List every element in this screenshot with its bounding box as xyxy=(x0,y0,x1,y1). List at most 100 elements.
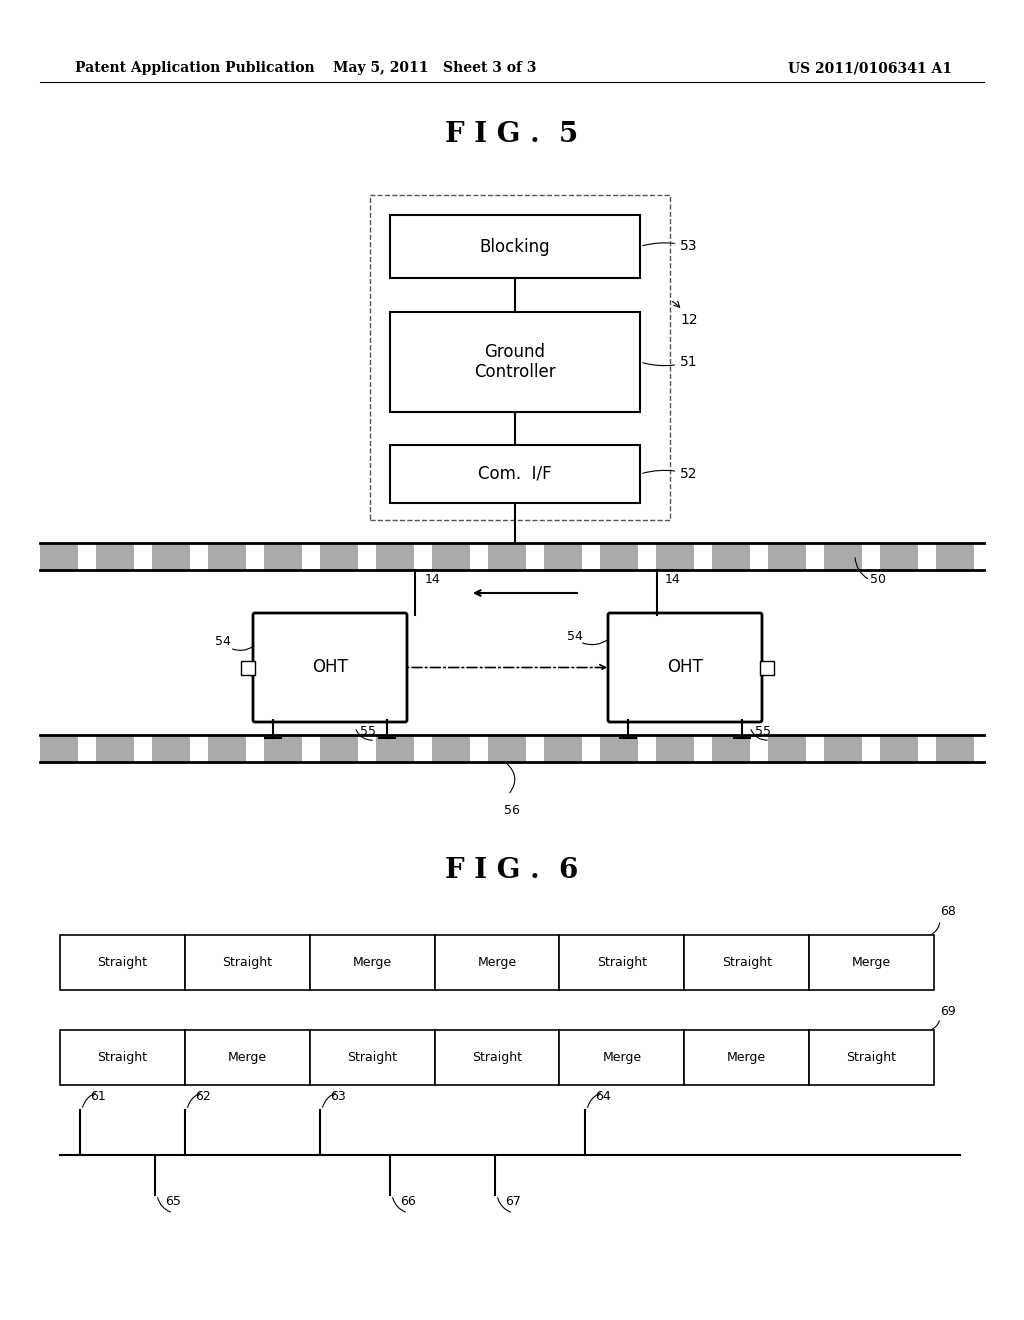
Text: 54: 54 xyxy=(215,635,230,648)
Text: 62: 62 xyxy=(195,1090,211,1104)
Text: 51: 51 xyxy=(643,355,697,370)
Text: Merge: Merge xyxy=(602,1051,641,1064)
FancyBboxPatch shape xyxy=(253,612,407,722)
Text: OHT: OHT xyxy=(312,659,348,676)
Bar xyxy=(185,935,309,990)
Text: Merge: Merge xyxy=(477,956,516,969)
Text: 68: 68 xyxy=(940,906,955,917)
Bar xyxy=(432,543,470,570)
Bar xyxy=(488,543,526,570)
Text: 52: 52 xyxy=(643,467,697,480)
Bar xyxy=(241,660,255,675)
Bar xyxy=(390,312,640,412)
Bar xyxy=(376,735,414,762)
Bar xyxy=(684,1030,809,1085)
Bar xyxy=(370,195,670,520)
Bar xyxy=(936,543,974,570)
Text: 65: 65 xyxy=(165,1195,181,1208)
Bar xyxy=(600,735,638,762)
Bar xyxy=(656,543,694,570)
Bar xyxy=(824,543,862,570)
Bar xyxy=(309,935,434,990)
Text: Merge: Merge xyxy=(852,956,891,969)
Text: 64: 64 xyxy=(595,1090,610,1104)
Text: 67: 67 xyxy=(505,1195,521,1208)
Bar xyxy=(488,735,526,762)
Text: 55: 55 xyxy=(360,725,376,738)
Text: 63: 63 xyxy=(330,1090,346,1104)
Text: 61: 61 xyxy=(90,1090,105,1104)
Bar xyxy=(600,543,638,570)
Bar xyxy=(60,935,185,990)
Bar xyxy=(152,543,190,570)
Bar xyxy=(768,735,806,762)
Text: Com.  I/F: Com. I/F xyxy=(478,465,552,483)
Bar xyxy=(809,935,934,990)
Text: May 5, 2011   Sheet 3 of 3: May 5, 2011 Sheet 3 of 3 xyxy=(333,61,537,75)
Text: 69: 69 xyxy=(940,1005,955,1018)
Bar xyxy=(376,543,414,570)
Text: Patent Application Publication: Patent Application Publication xyxy=(75,61,314,75)
Bar xyxy=(824,735,862,762)
Text: 14: 14 xyxy=(425,573,440,586)
Bar xyxy=(768,543,806,570)
Bar xyxy=(809,1030,934,1085)
Bar xyxy=(96,735,134,762)
Text: 50: 50 xyxy=(870,573,886,586)
Bar xyxy=(936,735,974,762)
Bar xyxy=(152,735,190,762)
Text: 54: 54 xyxy=(567,630,583,643)
Text: F I G .  6: F I G . 6 xyxy=(445,857,579,883)
Bar xyxy=(760,660,774,675)
Text: Straight: Straight xyxy=(597,956,647,969)
Text: Merge: Merge xyxy=(727,1051,766,1064)
Text: Ground
Controller: Ground Controller xyxy=(474,343,556,381)
Bar xyxy=(309,1030,434,1085)
Bar xyxy=(544,735,582,762)
Text: Straight: Straight xyxy=(722,956,772,969)
Bar xyxy=(432,735,470,762)
Bar xyxy=(264,735,302,762)
Bar xyxy=(712,735,750,762)
Bar xyxy=(390,215,640,279)
Text: Straight: Straight xyxy=(472,1051,522,1064)
Text: 53: 53 xyxy=(643,239,697,253)
Text: Merge: Merge xyxy=(352,956,392,969)
Text: 12: 12 xyxy=(673,301,697,327)
Bar xyxy=(208,543,246,570)
Bar xyxy=(544,543,582,570)
Text: OHT: OHT xyxy=(667,659,702,676)
Text: Straight: Straight xyxy=(347,1051,397,1064)
Bar xyxy=(880,543,918,570)
Bar xyxy=(40,735,78,762)
Bar xyxy=(434,1030,559,1085)
Bar xyxy=(40,543,78,570)
Text: Straight: Straight xyxy=(97,956,147,969)
Bar xyxy=(96,543,134,570)
Bar xyxy=(208,735,246,762)
Bar xyxy=(264,543,302,570)
Text: 14: 14 xyxy=(665,573,681,586)
Bar xyxy=(712,543,750,570)
Text: 55: 55 xyxy=(755,725,771,738)
Text: US 2011/0106341 A1: US 2011/0106341 A1 xyxy=(788,61,952,75)
Text: Straight: Straight xyxy=(97,1051,147,1064)
Text: F I G .  5: F I G . 5 xyxy=(445,121,579,149)
Bar xyxy=(684,935,809,990)
Bar xyxy=(319,543,358,570)
Text: Merge: Merge xyxy=(227,1051,267,1064)
Text: Straight: Straight xyxy=(847,1051,897,1064)
Text: Blocking: Blocking xyxy=(479,238,550,256)
Bar xyxy=(434,935,559,990)
Bar xyxy=(880,735,918,762)
FancyBboxPatch shape xyxy=(608,612,762,722)
Bar xyxy=(559,935,684,990)
Text: Straight: Straight xyxy=(222,956,272,969)
Bar xyxy=(60,1030,185,1085)
Bar xyxy=(319,735,358,762)
Bar xyxy=(656,735,694,762)
Bar xyxy=(390,445,640,503)
Bar xyxy=(185,1030,309,1085)
Text: 56: 56 xyxy=(504,804,520,817)
Text: 66: 66 xyxy=(400,1195,416,1208)
